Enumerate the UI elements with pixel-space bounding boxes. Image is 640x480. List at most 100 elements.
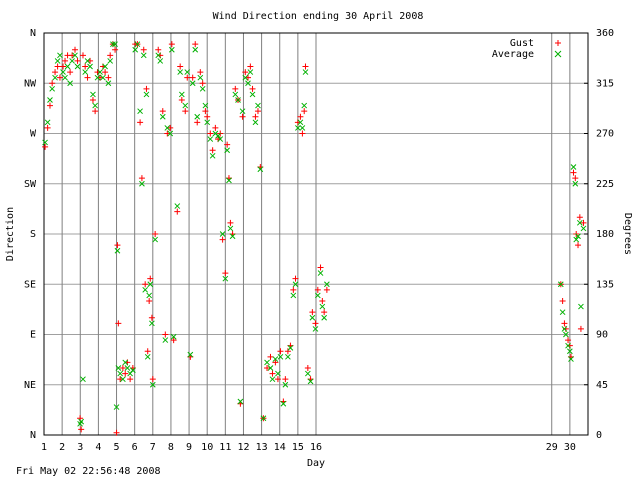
data-point [114,247,121,254]
data-point [317,264,324,271]
data-point [147,275,154,282]
data-point [147,281,154,288]
data-point [178,97,185,103]
data-point [167,130,174,137]
data-point [573,236,580,243]
data-point [178,91,185,98]
data-point [245,74,251,81]
x-tick-label: 10 [201,442,213,453]
data-point [78,418,85,425]
data-point [207,130,214,137]
data-point [67,69,74,76]
data-point [292,275,299,282]
data-point [575,233,581,240]
data-point [277,348,284,355]
x-tick-label: 9 [186,442,192,453]
data-point [80,376,86,383]
y-tick-label: S [30,229,36,240]
data-point [79,52,86,59]
data-point [138,175,145,182]
y2-tick-label: 315 [596,78,614,89]
x-tick-label: 7 [150,442,156,453]
data-point [242,69,249,76]
data-point [290,292,297,299]
data-point [197,74,204,81]
data-point [127,376,134,383]
x-tick-label: 30 [564,442,576,453]
data-point [576,214,583,221]
data-point [107,52,114,59]
data-point [575,242,582,249]
data-point [302,63,309,70]
data-point [132,46,139,53]
y2-tick-label: 45 [596,380,608,391]
data-point [144,353,151,360]
y-tick-label: W [30,129,37,140]
data-point [275,370,281,377]
data-point [312,320,319,327]
data-point [204,119,211,126]
data-point [557,281,564,288]
data-point [215,132,221,139]
data-point [239,108,246,115]
data-point [140,46,147,53]
data-point [302,69,309,75]
data-point [57,52,63,59]
data-point [44,119,51,126]
data-point [202,108,209,115]
data-point [287,345,294,351]
data-point [269,370,276,377]
x-tick-label: 11 [219,442,231,453]
data-point [245,80,251,87]
data-point [115,320,122,327]
data-point [249,91,256,98]
data-point [155,52,162,59]
x-tick-label: 14 [274,442,286,453]
data-point [219,231,226,237]
data-point [177,69,184,75]
x-tick-label: 3 [77,442,83,453]
data-point [572,180,579,187]
data-point [143,85,150,92]
data-point [149,320,155,327]
data-point [184,69,191,75]
data-point [144,348,151,355]
data-point [217,136,224,142]
data-point [299,130,306,137]
data-point [129,367,136,374]
data-point [267,353,274,360]
x-tick-label: 8 [168,442,174,453]
data-point [117,376,124,383]
data-point [269,376,276,383]
data-point [46,102,53,109]
data-point [319,298,326,304]
data-point [319,303,326,310]
data-point [222,275,229,282]
data-point [60,63,67,70]
data-point [102,69,109,76]
data-point [140,52,147,59]
data-point [164,125,171,131]
data-point [177,63,184,70]
data-point [105,80,112,87]
x-tick-label: 13 [256,442,268,453]
data-point [42,139,48,146]
legend-label: Gust [510,38,534,49]
data-point [56,74,63,81]
data-point [82,63,89,70]
data-point [227,219,234,226]
data-point [559,309,566,316]
data-point [565,342,571,349]
data-point [227,225,234,232]
data-point [229,233,236,240]
data-point [49,85,56,92]
data-point [224,147,231,154]
data-point [72,52,78,59]
data-point [78,426,85,433]
data-point [314,292,321,299]
data-point [561,320,568,327]
data-point [323,286,330,293]
data-point [159,113,166,120]
x-axis-label: Day [307,458,325,469]
data-point [69,58,75,64]
